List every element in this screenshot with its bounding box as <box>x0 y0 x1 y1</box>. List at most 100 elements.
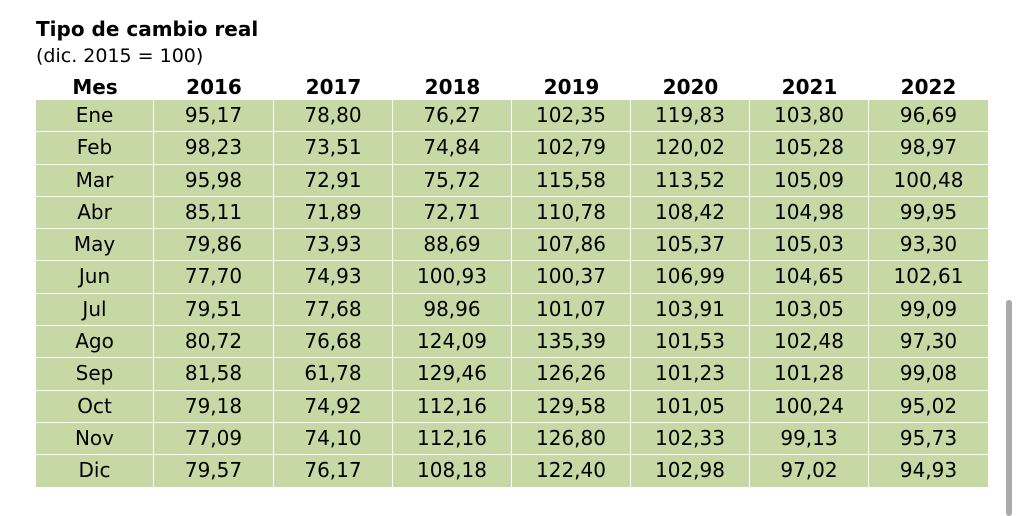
month-cell: Jun <box>36 261 154 293</box>
value-cell: 94,93 <box>899 458 958 483</box>
value-cell: 96,69 <box>899 103 958 127</box>
value-cell: 99,08 <box>899 361 958 386</box>
table-row: Ago 80,72 76,68 124,09 135,39 101,53 102,48 97,… <box>36 326 988 359</box>
table-row: Jul 79,51 77,68 98,96 101,07 103,91 103,05 99,0… <box>36 293 988 327</box>
value-cell: 74,92 <box>274 390 393 422</box>
value-cell: 95,02 <box>899 393 958 418</box>
value-cell: 93,30 <box>899 232 958 257</box>
value-cell: 112,16 <box>393 390 512 422</box>
header-row: Mes 2016 2017 2018 2019 2020 2021 2022 <box>36 75 988 100</box>
month-cell: Nov <box>36 422 154 455</box>
month-cell: Feb <box>36 132 154 164</box>
value-cell: 95,73 <box>899 425 958 450</box>
value-cell: 101,23 <box>631 358 750 390</box>
value-cell: 105,03 <box>750 229 869 261</box>
value-cell: 98,23 <box>154 132 274 164</box>
value-cell: 101,28 <box>750 358 869 390</box>
value-cell: 122,40 <box>512 455 631 487</box>
value-cell: 73,93 <box>274 229 393 261</box>
value-cell: 101,53 <box>631 326 750 358</box>
header-year: 2016 <box>186 75 242 99</box>
value-cell: 107,86 <box>512 229 631 261</box>
table-row: Nov 77,09 74,10 112,16 126,80 102,33 99,13 95,7… <box>36 422 988 456</box>
table-row: Ene 95,17 78,80 76,27 102,35 119,83 103,80 96,6… <box>36 100 988 133</box>
month-cell: Ene <box>36 100 154 132</box>
table-row: May 79,86 73,93 88,69 107,86 105,37 105,03 93,3… <box>36 229 988 262</box>
table-row: Mar 95,98 72,91 75,72 115,58 113,52 105,09 100,… <box>36 164 988 197</box>
value-cell: 78,80 <box>274 100 393 132</box>
value-cell: 61,78 <box>274 358 393 390</box>
value-cell: 101,07 <box>512 293 631 326</box>
value-cell: 102,33 <box>631 422 750 455</box>
value-cell: 100,37 <box>512 261 631 293</box>
value-cell: 102,98 <box>631 455 750 487</box>
value-cell: 76,68 <box>274 326 393 358</box>
header-year: 2017 <box>305 75 362 99</box>
table-row: Jun 77,70 74,93 100,93 100,37 106,99 104,65 102… <box>36 261 988 294</box>
value-cell: 100,24 <box>750 390 869 422</box>
value-cell: 104,65 <box>750 261 869 293</box>
value-cell: 75,72 <box>393 164 512 196</box>
value-cell: 77,09 <box>154 422 274 455</box>
month-cell: Sep <box>36 358 154 390</box>
table-body: Ene 95,17 78,80 76,27 102,35 119,83 103,80 96,6… <box>36 100 988 487</box>
month-cell: Ago <box>36 326 154 358</box>
exchange-rate-table: Mes 2016 2017 2018 2019 2020 2021 2022 E… <box>36 75 988 487</box>
value-cell: 81,58 <box>154 358 274 390</box>
value-cell: 77,70 <box>154 261 274 293</box>
value-cell: 101,05 <box>631 390 750 422</box>
value-cell: 102,35 <box>512 100 631 132</box>
value-cell: 126,26 <box>512 358 631 390</box>
value-cell: 72,71 <box>393 196 512 229</box>
header-year: 2018 <box>424 75 481 99</box>
table-row: Dic 79,57 76,17 108,18 122,40 102,98 97,02 94,9… <box>36 455 988 487</box>
value-cell: 100,48 <box>893 167 964 192</box>
value-cell: 79,57 <box>154 455 274 487</box>
value-cell: 79,51 <box>154 293 274 326</box>
value-cell: 110,78 <box>512 196 631 229</box>
value-cell: 72,91 <box>274 164 393 196</box>
month-cell: Abr <box>36 196 154 229</box>
value-cell: 135,39 <box>512 326 631 358</box>
value-cell: 112,16 <box>393 422 512 455</box>
value-cell: 102,61 <box>893 264 964 289</box>
value-cell: 74,10 <box>274 422 393 455</box>
vertical-scrollbar[interactable] <box>1006 300 1012 516</box>
value-cell: 76,27 <box>393 100 512 132</box>
value-cell: 103,80 <box>750 100 869 132</box>
header-year: 2021 <box>781 75 838 99</box>
value-cell: 105,09 <box>750 164 869 196</box>
value-cell: 129,58 <box>512 390 631 422</box>
value-cell: 95,17 <box>154 100 274 132</box>
month-cell: Jul <box>36 293 154 326</box>
value-cell: 115,58 <box>512 164 631 196</box>
value-cell: 104,98 <box>750 196 869 229</box>
table-row: Abr 85,11 71,89 72,71 110,78 108,42 104,98 99,9… <box>36 196 988 230</box>
value-cell: 105,37 <box>631 229 750 261</box>
value-cell: 98,96 <box>393 293 512 326</box>
month-cell: Dic <box>36 455 154 487</box>
value-cell: 103,91 <box>631 293 750 326</box>
value-cell: 95,98 <box>154 164 274 196</box>
value-cell: 98,97 <box>899 135 958 160</box>
value-cell: 80,72 <box>154 326 274 358</box>
table-subtitle: (dic. 2015 = 100) <box>36 45 204 67</box>
value-cell: 102,48 <box>750 326 869 358</box>
table-title: Tipo de cambio real <box>36 17 259 41</box>
value-cell: 129,46 <box>393 358 512 390</box>
header-month: Mes <box>72 75 118 99</box>
value-cell: 77,68 <box>274 293 393 326</box>
value-cell: 103,05 <box>750 293 869 326</box>
value-cell: 113,52 <box>631 164 750 196</box>
value-cell: 120,02 <box>631 132 750 164</box>
value-cell: 97,02 <box>750 455 869 487</box>
table-row: Sep 81,58 61,78 129,46 126,26 101,23 101,28 99,… <box>36 358 988 391</box>
value-cell: 85,11 <box>154 196 274 229</box>
value-cell: 106,99 <box>631 261 750 293</box>
value-cell: 99,09 <box>899 296 958 321</box>
header-year: 2022 <box>900 75 957 99</box>
header-year: 2019 <box>543 75 600 99</box>
value-cell: 108,18 <box>393 455 512 487</box>
header-year: 2020 <box>662 75 719 99</box>
value-cell: 119,83 <box>631 100 750 132</box>
